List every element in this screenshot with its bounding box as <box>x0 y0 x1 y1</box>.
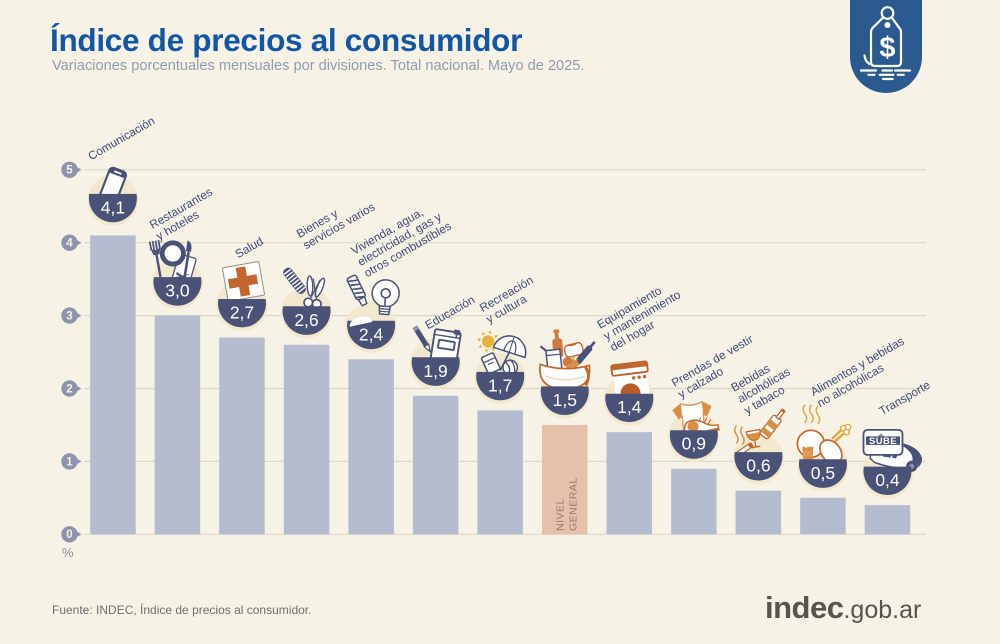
svg-text:0,6: 0,6 <box>746 456 770 476</box>
svg-text:SUBE: SUBE <box>869 436 897 447</box>
svg-text:Comunicación: Comunicación <box>86 114 158 164</box>
svg-text:0,5: 0,5 <box>811 463 835 483</box>
svg-text:Educación: Educación <box>423 292 478 332</box>
svg-text:Recreacióny cultura: Recreacióny cultura <box>477 273 542 326</box>
svg-text:2,4: 2,4 <box>359 324 384 344</box>
svg-text:Bebidasalcohólicasy tabaco: Bebidasalcohólicasy tabaco <box>729 353 800 417</box>
svg-text:4: 4 <box>66 238 73 250</box>
svg-text:1,4: 1,4 <box>617 397 642 417</box>
svg-text:Restaurantesy hoteles: Restaurantesy hoteles <box>147 185 221 244</box>
svg-text:0: 0 <box>66 529 72 541</box>
svg-text:NIVELGENERAL: NIVELGENERAL <box>555 477 580 531</box>
svg-text:2: 2 <box>66 383 72 395</box>
svg-text:Salud: Salud <box>233 234 266 261</box>
svg-text:5: 5 <box>66 165 73 177</box>
svg-text:$: $ <box>879 32 895 64</box>
svg-text:0,4: 0,4 <box>875 470 900 490</box>
svg-text:2,7: 2,7 <box>230 303 254 323</box>
svg-text:1,7: 1,7 <box>488 375 512 395</box>
svg-text:1,5: 1,5 <box>553 390 577 410</box>
svg-text:%: % <box>62 545 74 560</box>
svg-text:Transporte: Transporte <box>877 377 933 418</box>
svg-text:3: 3 <box>66 311 72 323</box>
svg-text:1: 1 <box>66 456 73 468</box>
svg-text:3,0: 3,0 <box>165 281 190 301</box>
svg-text:2,6: 2,6 <box>294 310 318 330</box>
svg-text:4,1: 4,1 <box>101 197 125 217</box>
svg-text:1,9: 1,9 <box>423 361 447 381</box>
svg-text:0,9: 0,9 <box>682 434 706 454</box>
